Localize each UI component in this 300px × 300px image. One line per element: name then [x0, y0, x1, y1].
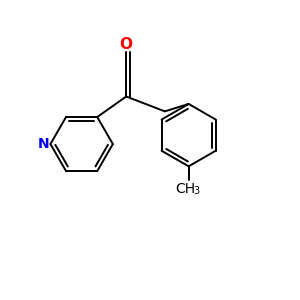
Text: O: O: [120, 37, 133, 52]
Text: 3: 3: [193, 186, 199, 196]
Text: CH: CH: [176, 182, 196, 196]
Text: N: N: [38, 137, 50, 151]
